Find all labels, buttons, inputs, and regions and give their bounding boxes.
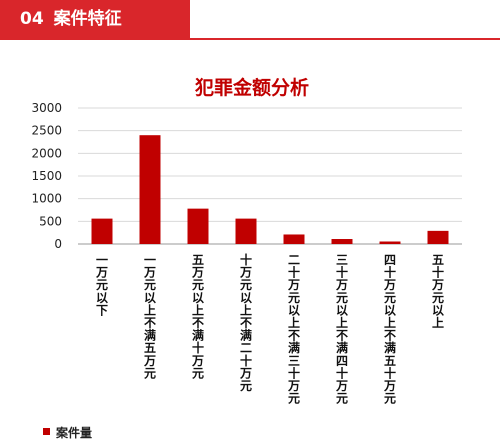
y-tick-label: 1500: [31, 169, 62, 183]
x-tick-label: 十万元以上不满二十万元: [239, 252, 252, 393]
x-tick-label: 四十万元以上不满五十万元: [383, 253, 396, 406]
x-tick-label: 一万元以下: [95, 253, 108, 317]
legend-label: 案件量: [55, 425, 92, 440]
x-tick-label: 五十万元以上: [431, 253, 444, 330]
bar: [427, 230, 449, 244]
bar: [379, 241, 401, 244]
y-tick-label: 500: [39, 214, 62, 228]
bar: [331, 239, 353, 244]
bars: [91, 135, 449, 244]
section-header-accent: [0, 0, 190, 38]
y-tick-label: 2000: [31, 146, 62, 160]
legend-swatch: [43, 428, 50, 435]
x-tick-label: 一万元以上不满五万元: [143, 253, 156, 380]
gridlines: [78, 107, 462, 222]
category-labels: 一万元以下 一万元以上不满五万元 五万元以上不满十万元 十万元以上不满二十万元 二十万元…: [95, 252, 444, 406]
y-tick-label: 3000: [31, 101, 62, 115]
x-tick-label: 二十万元以上不满三十万元: [287, 253, 300, 406]
bar: [91, 218, 113, 244]
bar: [283, 234, 305, 244]
y-tick-label: 1000: [31, 192, 62, 206]
bar: [139, 135, 161, 244]
x-tick-label: 三十万元以上不满四十万元: [335, 253, 348, 406]
section-title: 案件特征: [53, 9, 122, 29]
section-header-underline: [0, 38, 500, 40]
bar: [187, 208, 209, 244]
bar: [235, 218, 257, 244]
y-tick-label: 0: [54, 237, 62, 251]
legend: 案件量: [43, 425, 92, 440]
section-number: 04: [20, 9, 44, 29]
section-header-text: 04 案件特征: [20, 0, 122, 38]
x-tick-label: 五万元以上不满十万元: [191, 253, 204, 380]
y-axis-ticks: 0 500 1000 1500 2000 2500 3000: [31, 101, 62, 251]
y-tick-label: 2500: [31, 124, 62, 138]
section-header: 04 案件特征: [0, 0, 500, 40]
chart-title: 犯罪金额分析: [194, 76, 309, 99]
